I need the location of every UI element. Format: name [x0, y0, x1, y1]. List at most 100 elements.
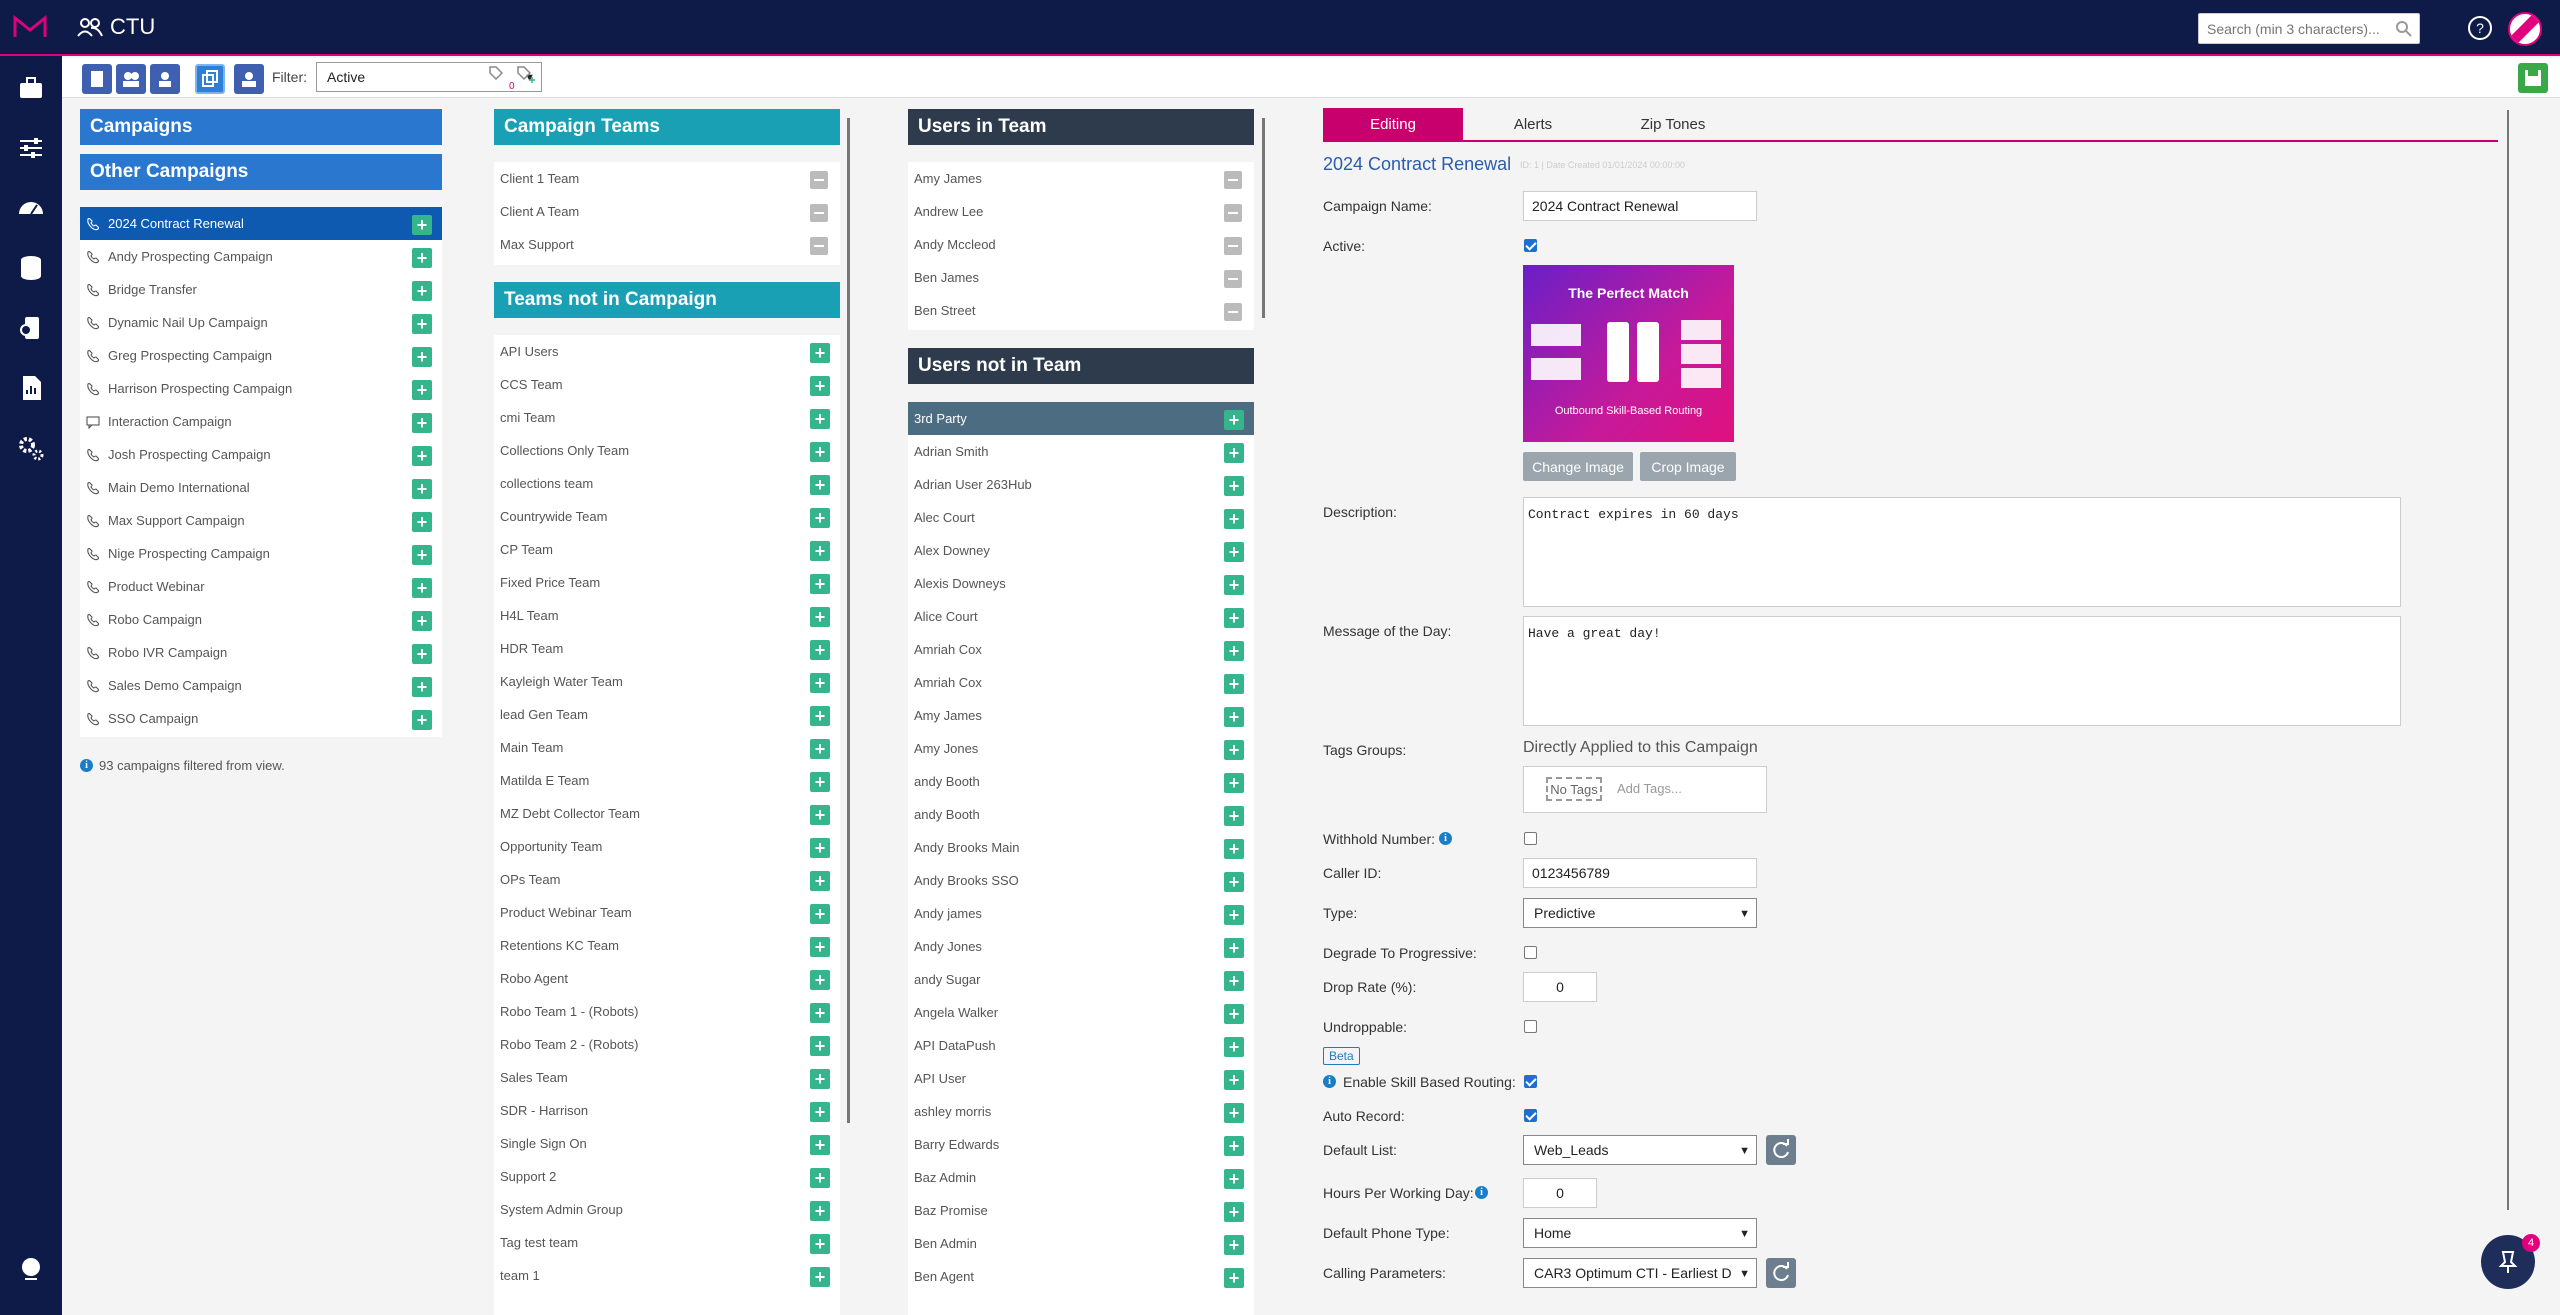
- remove-icon[interactable]: [810, 171, 828, 189]
- add-icon[interactable]: +: [1224, 938, 1244, 958]
- global-search-input[interactable]: [2198, 13, 2420, 44]
- add-tag-icon[interactable]: [517, 66, 535, 84]
- available-user-item-ben-admin[interactable]: Ben Admin +: [908, 1227, 1254, 1260]
- add-icon[interactable]: +: [412, 479, 432, 499]
- add-icon[interactable]: +: [1224, 509, 1244, 529]
- add-icon[interactable]: +: [810, 838, 830, 858]
- add-icon[interactable]: +: [412, 215, 432, 235]
- report-document-icon[interactable]: [15, 372, 47, 404]
- campaign-item-sso-campaign[interactable]: SSO Campaign +: [80, 702, 442, 735]
- search-icon[interactable]: [2395, 20, 2413, 38]
- add-icon[interactable]: +: [810, 640, 830, 660]
- add-icon[interactable]: +: [1224, 575, 1244, 595]
- add-icon[interactable]: +: [1224, 476, 1244, 496]
- tab-editing[interactable]: Editing: [1323, 108, 1463, 141]
- team-user-item-andrew-lee[interactable]: Andrew Lee: [908, 195, 1254, 228]
- remove-icon[interactable]: [1224, 270, 1242, 288]
- available-team-item-sales-team[interactable]: Sales Team +: [494, 1061, 840, 1094]
- available-team-item-robo-agent[interactable]: Robo Agent +: [494, 962, 840, 995]
- available-team-item-system-admin-group[interactable]: System Admin Group +: [494, 1193, 840, 1226]
- phone-type-select[interactable]: Home ▼: [1523, 1218, 1757, 1248]
- campaign-item-sales-demo-campaign[interactable]: Sales Demo Campaign +: [80, 669, 442, 702]
- available-team-item-main-team[interactable]: Main Team +: [494, 731, 840, 764]
- campaign-item-bridge-transfer[interactable]: Bridge Transfer +: [80, 273, 442, 306]
- type-select[interactable]: Predictive ▼: [1523, 898, 1757, 928]
- available-team-item-api-users[interactable]: API Users +: [494, 335, 840, 368]
- filter-select[interactable]: Active ▼: [316, 62, 542, 92]
- user-avatar[interactable]: [2508, 12, 2542, 46]
- add-icon[interactable]: +: [1224, 1235, 1244, 1255]
- available-user-item-baz-promise[interactable]: Baz Promise +: [908, 1194, 1254, 1227]
- campaign-item-robo-campaign[interactable]: Robo Campaign +: [80, 603, 442, 636]
- calling-params-select[interactable]: CAR3 Optimum CTI - Earliest D ▼: [1523, 1258, 1757, 1288]
- drop-rate-input[interactable]: 0: [1523, 972, 1597, 1002]
- available-user-item-angela-walker[interactable]: Angela Walker +: [908, 996, 1254, 1029]
- withhold-number-checkbox[interactable]: [1524, 832, 1537, 845]
- add-icon[interactable]: +: [1224, 641, 1244, 661]
- available-team-item-mz-debt-collector-team[interactable]: MZ Debt Collector Team +: [494, 797, 840, 830]
- available-team-item-ops-team[interactable]: OPs Team +: [494, 863, 840, 896]
- copy-button[interactable]: [195, 64, 225, 94]
- add-icon[interactable]: +: [810, 1069, 830, 1089]
- new-campaign-button[interactable]: [82, 64, 112, 94]
- add-icon[interactable]: +: [810, 904, 830, 924]
- save-button[interactable]: [2518, 63, 2548, 93]
- add-icon[interactable]: +: [810, 1036, 830, 1056]
- team-user-item-amy-james[interactable]: Amy James: [908, 162, 1254, 195]
- add-icon[interactable]: +: [1224, 740, 1244, 760]
- add-icon[interactable]: +: [1224, 542, 1244, 562]
- add-icon[interactable]: +: [412, 644, 432, 664]
- dashboard-gauge-icon[interactable]: [15, 192, 47, 224]
- undroppable-checkbox[interactable]: [1524, 1020, 1537, 1033]
- add-icon[interactable]: +: [1224, 1070, 1244, 1090]
- teams-scrollbar[interactable]: [847, 118, 850, 1123]
- add-icon[interactable]: +: [412, 248, 432, 268]
- campaign-item-product-webinar[interactable]: Product Webinar +: [80, 570, 442, 603]
- available-team-item-hdr-team[interactable]: HDR Team +: [494, 632, 840, 665]
- add-icon[interactable]: +: [412, 677, 432, 697]
- add-icon[interactable]: +: [810, 970, 830, 990]
- add-icon[interactable]: +: [810, 376, 830, 396]
- campaign-item-interaction-campaign[interactable]: Interaction Campaign +: [80, 405, 442, 438]
- degrade-checkbox[interactable]: [1524, 946, 1537, 959]
- campaign-item-greg-prospecting-campaign[interactable]: Greg Prospecting Campaign +: [80, 339, 442, 372]
- add-icon[interactable]: +: [1224, 1037, 1244, 1057]
- campaign-item-max-support-campaign[interactable]: Max Support Campaign +: [80, 504, 442, 537]
- available-user-item-andy-brooks-main[interactable]: Andy Brooks Main +: [908, 831, 1254, 864]
- add-icon[interactable]: +: [810, 1168, 830, 1188]
- tag-icon[interactable]: [489, 66, 503, 80]
- available-user-item-amriah-cox[interactable]: Amriah Cox +: [908, 633, 1254, 666]
- available-user-item-alex-downey[interactable]: Alex Downey +: [908, 534, 1254, 567]
- add-icon[interactable]: +: [1224, 773, 1244, 793]
- briefcase-icon[interactable]: [15, 72, 47, 104]
- add-icon[interactable]: +: [810, 805, 830, 825]
- add-icon[interactable]: +: [1224, 1202, 1244, 1222]
- available-team-item-tag-test-team[interactable]: Tag test team +: [494, 1226, 840, 1259]
- available-team-item-ccs-team[interactable]: CCS Team +: [494, 368, 840, 401]
- available-team-item-collections-team[interactable]: collections team +: [494, 467, 840, 500]
- add-icon[interactable]: +: [1224, 839, 1244, 859]
- caller-id-input[interactable]: 0123456789: [1523, 858, 1757, 888]
- campaign-item-main-demo-international[interactable]: Main Demo International +: [80, 471, 442, 504]
- add-icon[interactable]: +: [412, 281, 432, 301]
- campaign-item-josh-prospecting-campaign[interactable]: Josh Prospecting Campaign +: [80, 438, 442, 471]
- form-scrollbar[interactable]: [2507, 110, 2509, 1210]
- available-user-item-andy-booth[interactable]: andy Booth +: [908, 765, 1254, 798]
- team-user-item-ben-james[interactable]: Ben James: [908, 261, 1254, 294]
- add-icon[interactable]: +: [810, 937, 830, 957]
- add-icon[interactable]: +: [412, 710, 432, 730]
- add-tags-input[interactable]: Add Tags...: [1617, 781, 1682, 796]
- crop-image-button[interactable]: Crop Image: [1640, 452, 1736, 481]
- campaign-item-harrison-prospecting-campaign[interactable]: Harrison Prospecting Campaign +: [80, 372, 442, 405]
- remove-icon[interactable]: [810, 204, 828, 222]
- refresh-calling-button[interactable]: [1766, 1258, 1796, 1288]
- available-team-item-cmi-team[interactable]: cmi Team +: [494, 401, 840, 434]
- phone-search-icon[interactable]: [15, 312, 47, 344]
- add-icon[interactable]: +: [412, 413, 432, 433]
- available-user-item-baz-admin[interactable]: Baz Admin +: [908, 1161, 1254, 1194]
- manage-users-button[interactable]: [234, 64, 264, 94]
- campaign-team-item-max-support[interactable]: Max Support: [494, 228, 840, 261]
- add-icon[interactable]: +: [810, 607, 830, 627]
- add-icon[interactable]: +: [412, 314, 432, 334]
- add-icon[interactable]: +: [1224, 410, 1244, 430]
